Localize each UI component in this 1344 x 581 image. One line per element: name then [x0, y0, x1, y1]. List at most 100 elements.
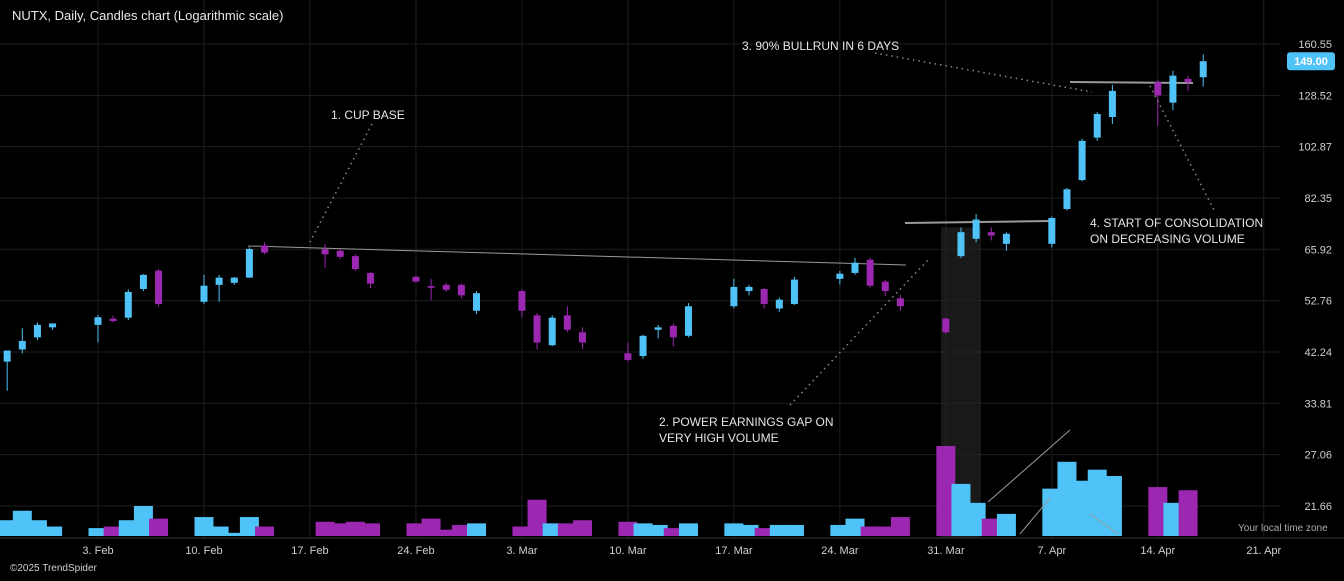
volume-bar: [1072, 480, 1092, 536]
volume-bar: [1087, 469, 1107, 536]
volume-bar: [1102, 476, 1122, 536]
volume-bar: [966, 502, 986, 536]
x-tick-label: 14. Apr: [1140, 545, 1175, 557]
volume-bar: [1148, 487, 1168, 536]
candle-body: [1093, 114, 1101, 138]
annotation-pointer: [789, 259, 929, 406]
timezone-note[interactable]: Your local time zone: [1238, 523, 1328, 534]
volume-bar: [678, 523, 698, 536]
volume-bar: [572, 520, 592, 536]
x-tick-label: 7. Apr: [1037, 545, 1066, 557]
y-tick-label: 65.92: [1304, 244, 1332, 256]
candle-body: [1199, 61, 1207, 78]
candle-body: [548, 317, 556, 346]
volume-bar: [224, 532, 244, 536]
volume-trend-line: [1019, 497, 1051, 535]
volume-bar: [542, 523, 562, 536]
candle-body: [760, 288, 768, 305]
last-price-label: 149.00: [1294, 56, 1328, 68]
volume-bar: [996, 513, 1016, 536]
candle-body: [155, 270, 163, 305]
volume-bars: [0, 446, 1198, 536]
x-tick-label: 24. Feb: [397, 545, 434, 557]
candle-body: [1108, 90, 1116, 117]
volume-bar: [1057, 461, 1077, 536]
price-candles: [3, 54, 1207, 391]
y-tick-label: 27.06: [1304, 450, 1332, 462]
annotation-earnings-gap: 2. POWER EARNINGS GAP ON: [659, 415, 833, 429]
annotation-cup-base: 1. CUP BASE: [331, 108, 405, 122]
y-tick-label: 128.52: [1298, 90, 1332, 102]
volume-bar: [436, 529, 456, 536]
volume-bar: [663, 528, 683, 536]
volume-bar: [0, 520, 17, 536]
x-tick-label: 17. Mar: [715, 545, 753, 557]
candle-body: [1078, 140, 1086, 181]
candle-body: [427, 286, 435, 288]
candle-body: [1184, 78, 1192, 83]
annotation-consolidation: 4. START OF CONSOLIDATION: [1090, 216, 1263, 230]
x-tick-label: 31. Mar: [927, 545, 965, 557]
candle-body: [457, 284, 465, 296]
volume-bar: [315, 521, 335, 536]
candle-body: [957, 232, 965, 257]
candle-body: [215, 277, 223, 285]
volume-bar: [784, 524, 804, 536]
volume-bar: [754, 528, 774, 536]
volume-bar: [330, 523, 350, 536]
annotation-earnings-gap-2: VERY HIGH VOLUME: [659, 431, 779, 445]
volume-bar: [255, 526, 275, 536]
volume-bar: [724, 523, 744, 536]
price-axis[interactable]: 160.55 128.52 102.87 82.35 65.92 52.76 42.24 33…: [1287, 39, 1335, 513]
annotation-pointer: [874, 52, 1093, 93]
volume-bar: [557, 523, 577, 536]
volume-trend-line: [1089, 513, 1119, 535]
volume-bar: [451, 524, 471, 536]
annotation-pointer: [309, 123, 373, 243]
x-tick-label: 10. Feb: [185, 545, 222, 557]
volume-bar: [830, 524, 850, 536]
candle-body: [473, 293, 480, 311]
annotations: 1. CUP BASE 2. POWER EARNINGS GAP ON VERY …: [309, 39, 1263, 445]
candle-body: [200, 285, 208, 302]
x-tick-label: 3. Mar: [506, 545, 538, 557]
candle-body: [230, 277, 238, 283]
date-axis[interactable]: 3. Feb 10. Feb 17. Feb 24. Feb 3. Mar 10. Mar…: [82, 545, 1344, 557]
candle-body: [775, 299, 783, 309]
volume-bar: [845, 518, 865, 536]
candle-body: [1169, 75, 1177, 103]
candle-body: [94, 317, 102, 325]
candle-body: [836, 273, 844, 279]
candle-body: [578, 332, 586, 343]
volume-bar: [209, 526, 229, 536]
grid-lines: [0, 0, 1344, 539]
y-tick-label: 33.81: [1304, 398, 1332, 410]
candle-body: [669, 325, 677, 338]
candle-body: [109, 318, 117, 322]
volume-bar: [43, 526, 63, 536]
candle-body: [1154, 82, 1162, 96]
volume-bar: [27, 520, 47, 536]
candle-body: [684, 306, 692, 336]
volume-bar: [88, 528, 108, 536]
volume-bar: [875, 526, 895, 536]
volume-bar: [981, 518, 1001, 536]
volume-bar: [149, 518, 169, 536]
candle-body: [972, 219, 980, 239]
candle-body: [336, 250, 344, 257]
candle-body: [745, 286, 753, 292]
candle-body: [18, 340, 26, 350]
candle-body: [790, 279, 798, 305]
volume-bar: [133, 506, 153, 536]
candle-body: [987, 232, 995, 236]
volume-bar: [739, 524, 759, 536]
y-tick-label: 102.87: [1298, 142, 1332, 154]
volume-bar: [345, 521, 365, 536]
annotation-consolidation-2: ON DECREASING VOLUME: [1090, 232, 1245, 246]
volume-bar: [936, 446, 956, 536]
y-tick-label: 21.66: [1304, 501, 1332, 513]
volume-bar: [12, 510, 32, 536]
last-price-tag: [1287, 52, 1335, 71]
y-tick-label: 42.24: [1304, 347, 1332, 359]
